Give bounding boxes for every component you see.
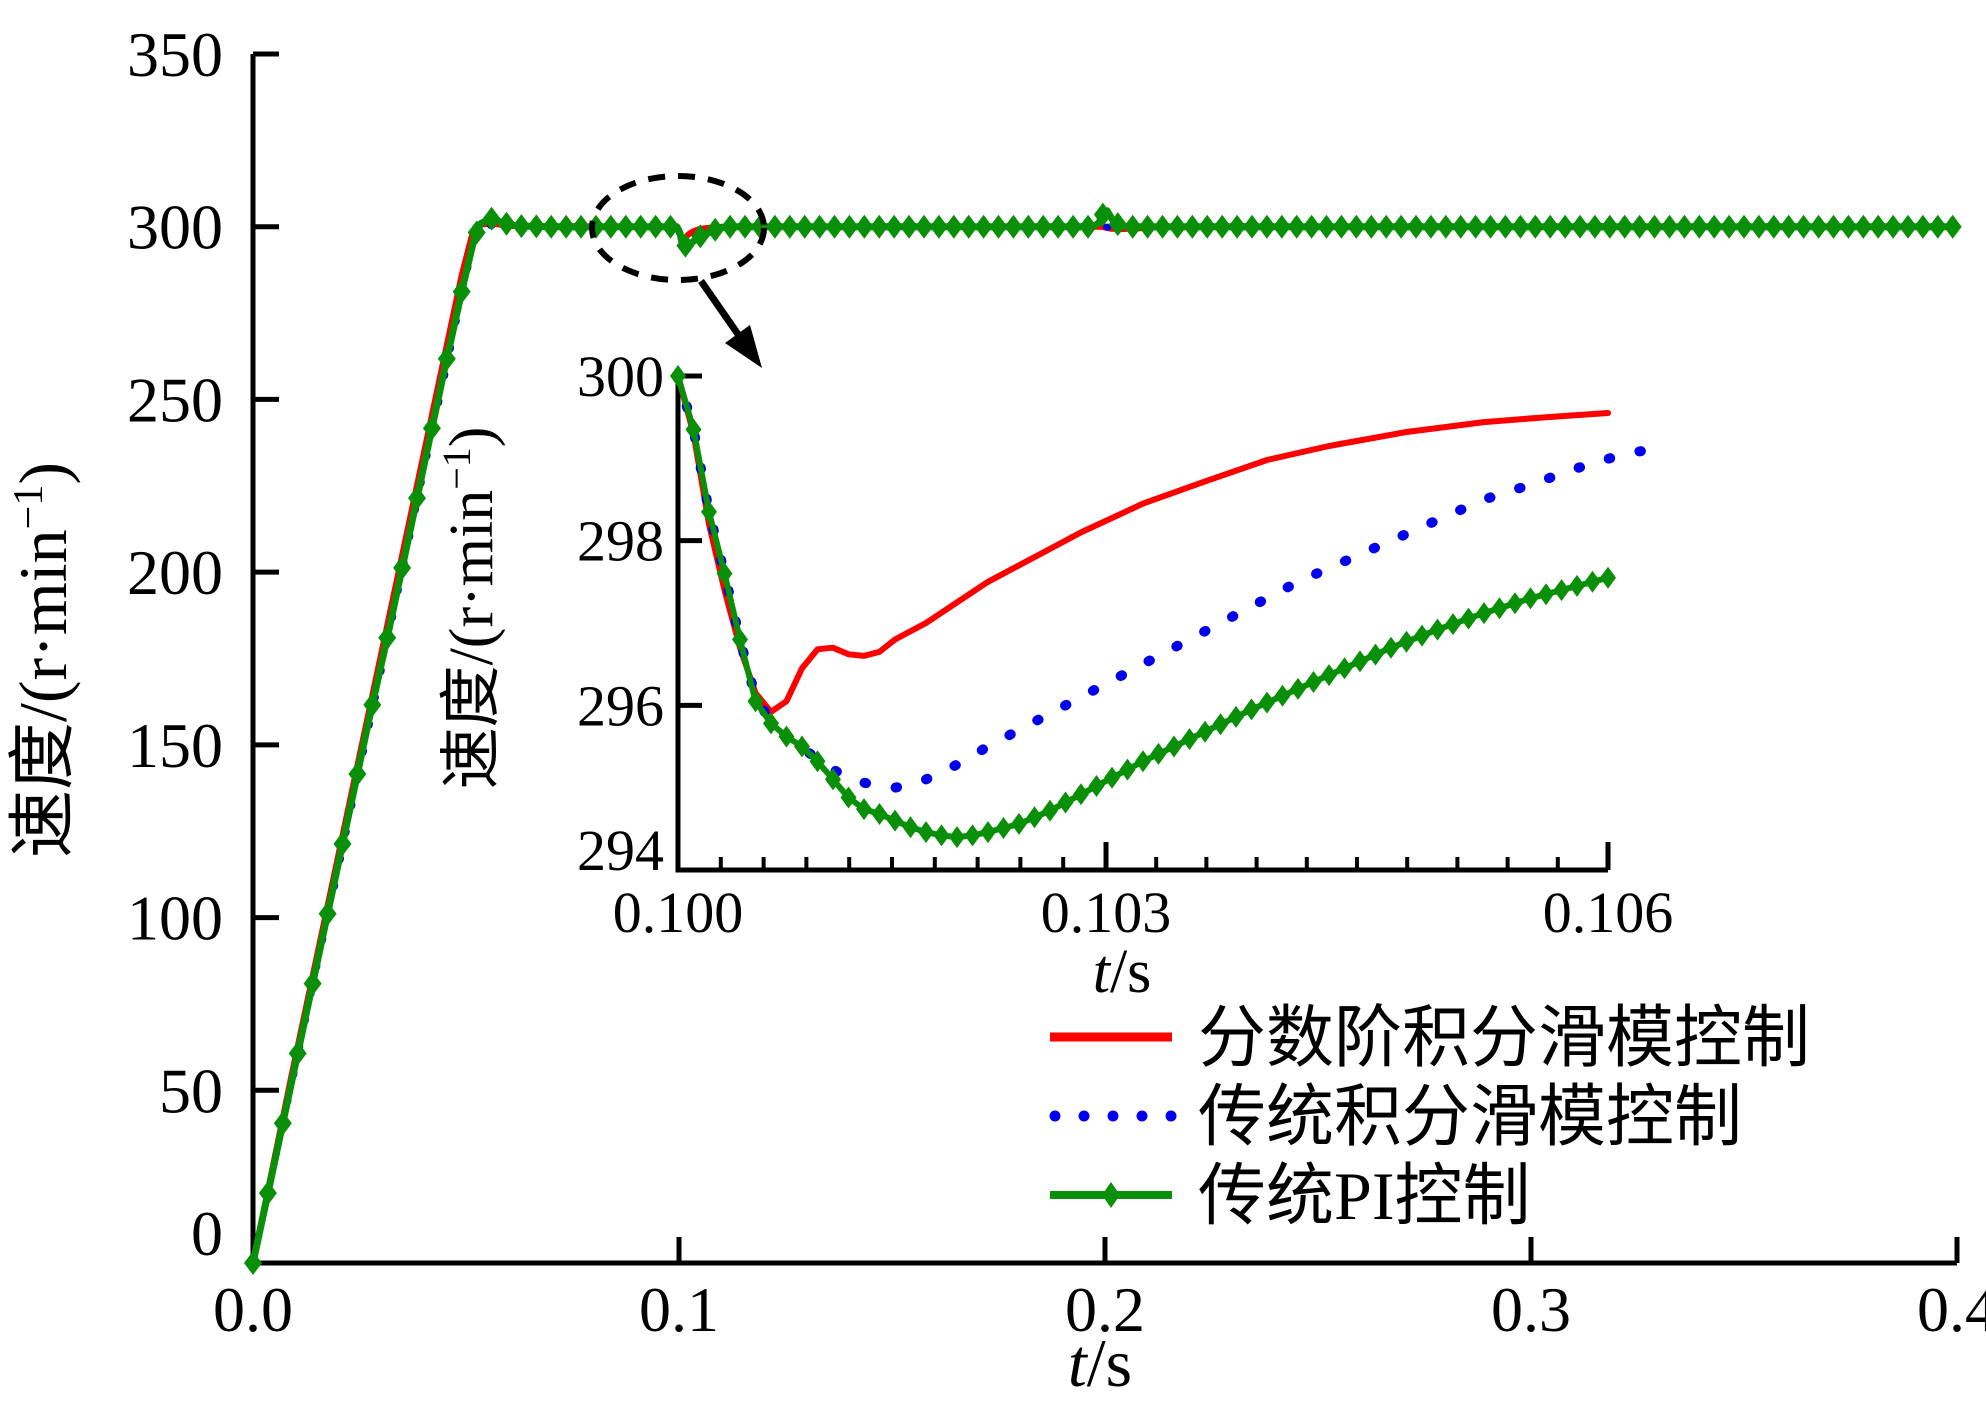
zoom-callout-ellipse <box>589 173 767 283</box>
legend-swatch-blue-dots <box>1049 1110 1177 1122</box>
main-y-ticks <box>253 51 279 1093</box>
svg-text:150: 150 <box>127 710 223 781</box>
svg-text:100: 100 <box>127 883 223 954</box>
inset-x-ticks <box>718 842 1611 870</box>
legend-item-fractional-smc: 分数阶积分滑模控制 <box>1050 1000 1810 1076</box>
zoom-callout-arrow-head <box>725 325 762 368</box>
inset-xlabel: t/s <box>1093 938 1152 1006</box>
svg-text:300: 300 <box>577 344 664 409</box>
svg-text:298: 298 <box>577 509 664 574</box>
svg-text:296: 296 <box>577 673 664 738</box>
main-series-traditional-pi <box>244 202 1962 1275</box>
svg-text:0.4: 0.4 <box>1917 1274 1986 1345</box>
inset-series-traditional-ism <box>673 371 1675 793</box>
legend-label: 传统积分滑模控制 <box>1198 1079 1742 1155</box>
svg-text:300: 300 <box>127 192 223 263</box>
legend-item-traditional-ism: 传统积分滑模控制 <box>1049 1079 1742 1155</box>
main-ylabel: 速度/(r·min−1) <box>5 462 81 858</box>
legend-label: 传统PI控制 <box>1198 1158 1530 1234</box>
main-x-ticklabels: 0.0 0.1 0.2 0.3 0.4 <box>213 1274 1986 1345</box>
svg-text:200: 200 <box>127 537 223 608</box>
legend-swatch-green-diamond <box>1102 1182 1120 1208</box>
inset-y-ticklabels: 294 296 298 300 <box>577 344 664 883</box>
svg-text:294: 294 <box>577 818 664 883</box>
svg-text:0.103: 0.103 <box>1041 880 1172 945</box>
inset-x-ticklabels: 0.100 0.103 0.106 <box>613 880 1674 945</box>
svg-text:250: 250 <box>127 364 223 435</box>
legend-label: 分数阶积分滑模控制 <box>1198 1000 1810 1076</box>
zoom-callout-arrow-shaft <box>698 279 745 342</box>
inset-series-traditional-pi <box>670 365 1616 849</box>
svg-text:0: 0 <box>191 1198 223 1269</box>
svg-text:0.2: 0.2 <box>1065 1274 1145 1345</box>
main-x-ticks <box>676 1237 1960 1263</box>
svg-text:0.3: 0.3 <box>1491 1274 1571 1345</box>
main-y-ticklabels: 0 50 100 150 200 250 300 350 <box>127 19 223 1269</box>
svg-text:0.106: 0.106 <box>1543 880 1674 945</box>
legend: 分数阶积分滑模控制 传统积分滑模控制 传统PI控制 <box>1049 1000 1810 1234</box>
main-xlabel: t/s <box>1068 1325 1132 1401</box>
svg-text:0.0: 0.0 <box>213 1274 293 1345</box>
svg-text:0.100: 0.100 <box>613 880 744 945</box>
legend-item-traditional-pi: 传统PI控制 <box>1050 1158 1530 1234</box>
svg-text:350: 350 <box>127 19 223 90</box>
svg-text:50: 50 <box>159 1055 223 1126</box>
inset-ylabel: 速度/(r·min−1) <box>434 427 506 790</box>
svg-text:0.1: 0.1 <box>639 1274 719 1345</box>
inset-series-fractional-smc <box>675 373 1611 715</box>
